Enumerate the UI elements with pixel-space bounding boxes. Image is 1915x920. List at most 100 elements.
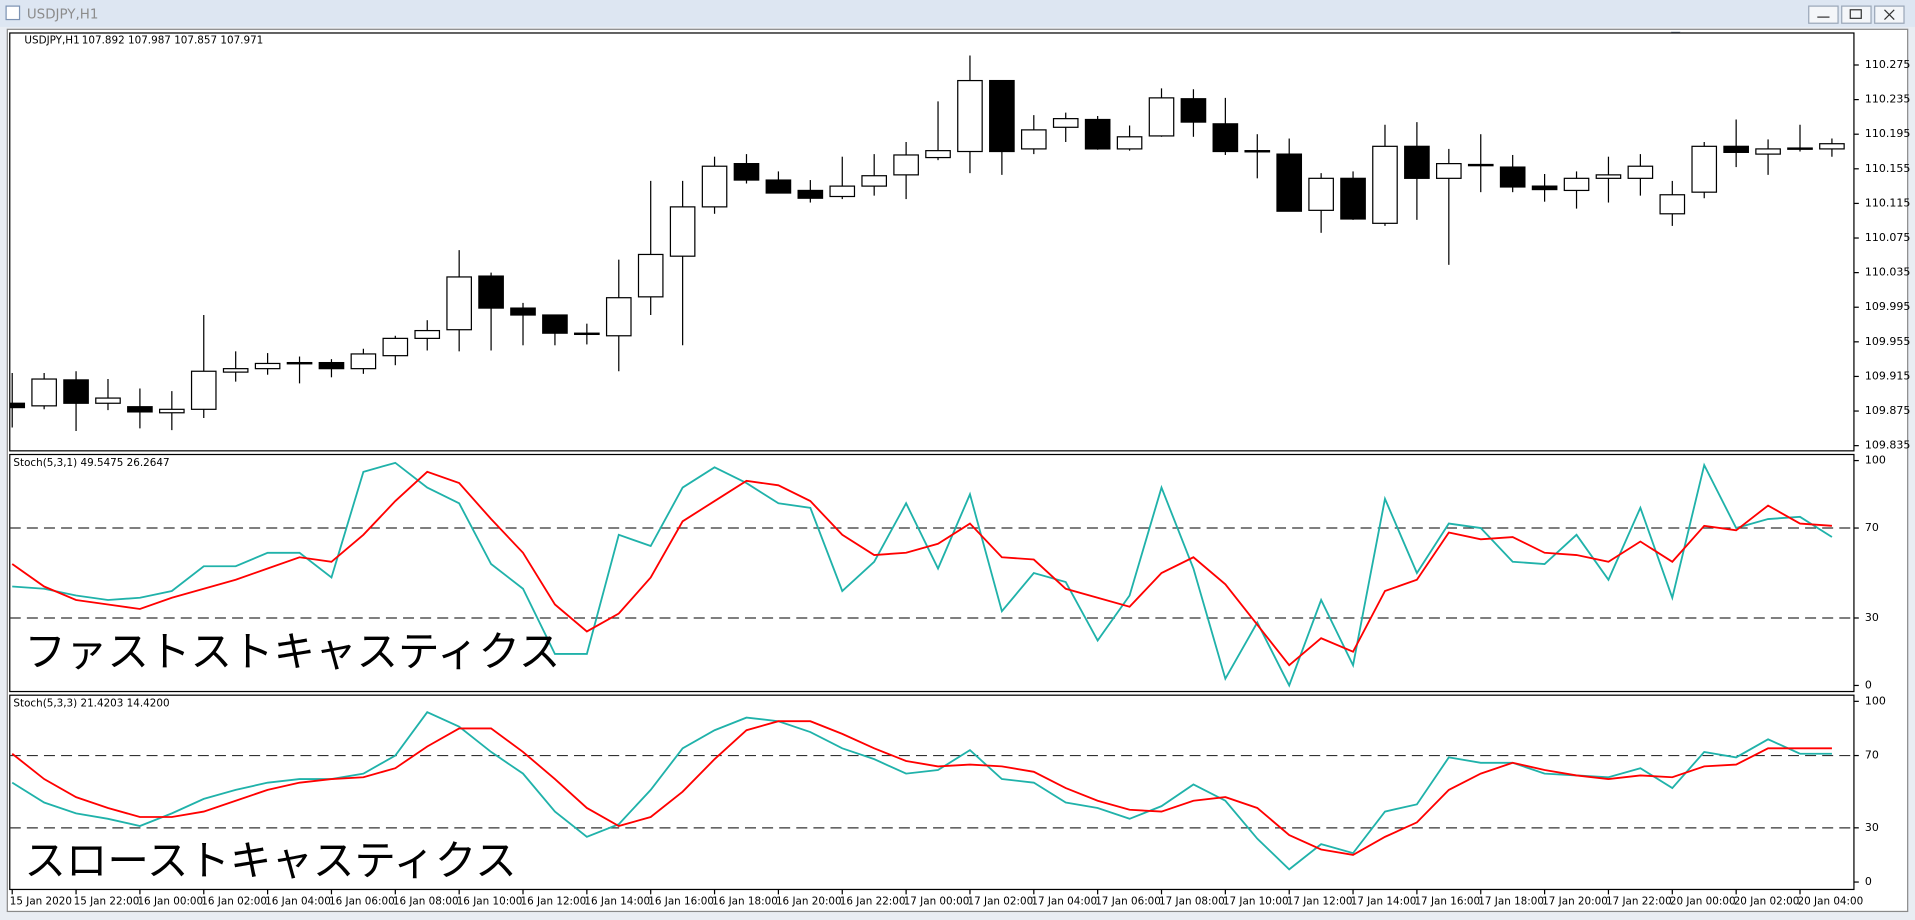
candle-body bbox=[1627, 165, 1654, 179]
window-title: USDJPY,H1 bbox=[27, 8, 99, 23]
candle-body bbox=[95, 397, 121, 404]
candle-body bbox=[1116, 136, 1143, 150]
candle-body bbox=[9, 402, 26, 409]
candle-body bbox=[510, 307, 536, 316]
candle-body bbox=[605, 297, 632, 337]
restore-button[interactable] bbox=[1841, 5, 1872, 24]
x-tick-label: 17 Jan 00:00 bbox=[904, 896, 970, 908]
panel-frame bbox=[9, 694, 1855, 891]
x-tick-label: 16 Jan 08:00 bbox=[393, 896, 459, 908]
candle-body bbox=[893, 154, 919, 176]
candle-body bbox=[222, 368, 249, 373]
y-tick-label: 109.915 bbox=[1865, 369, 1910, 382]
x-tick-label: 16 Jan 10:00 bbox=[457, 896, 523, 908]
x-tick-label: 15 Jan 2020 bbox=[10, 896, 72, 908]
y-tick-label: 110.155 bbox=[1865, 162, 1910, 175]
chart-title: USDJPY,H1 bbox=[24, 34, 79, 46]
minimize-button[interactable] bbox=[1808, 5, 1839, 24]
x-tick-label: 17 Jan 08:00 bbox=[1159, 896, 1225, 908]
y-tick-label: 70 bbox=[1865, 749, 1879, 762]
candle-body bbox=[925, 150, 951, 159]
panel: 0 30 70 100 Stoch(5,3,1) 49.5475 26.2647 ファスト… bbox=[9, 454, 1886, 693]
y-tick-label: 110.115 bbox=[1865, 196, 1910, 209]
y-tick-label: 30 bbox=[1865, 611, 1879, 624]
stochastic-line bbox=[12, 461, 1833, 688]
candle-body bbox=[669, 206, 696, 257]
x-tick-label: 16 Jan 18:00 bbox=[712, 896, 778, 908]
window-icon bbox=[5, 5, 21, 21]
candle-body bbox=[159, 408, 185, 414]
x-tick-label: 20 Jan 00:00 bbox=[1670, 896, 1736, 908]
candle-body bbox=[31, 378, 57, 407]
candle-body bbox=[286, 361, 313, 365]
x-tick-label: 16 Jan 00:00 bbox=[137, 896, 203, 908]
x-tick-label: 17 Jan 14:00 bbox=[1351, 896, 1417, 908]
y-tick-label: 109.875 bbox=[1865, 404, 1910, 417]
candle-body bbox=[1340, 177, 1366, 220]
y-tick-label: 110.075 bbox=[1865, 231, 1910, 244]
x-tick-label: 16 Jan 12:00 bbox=[521, 896, 587, 908]
candle-body bbox=[733, 163, 760, 181]
candle-body bbox=[1787, 147, 1813, 150]
candle-body bbox=[1819, 143, 1845, 150]
y-tick-label: 0 bbox=[1865, 875, 1872, 888]
candle-body bbox=[63, 379, 89, 404]
annotation: ファストストキャスティクス bbox=[24, 627, 560, 676]
x-tick-label: 17 Jan 04:00 bbox=[1031, 896, 1097, 908]
candle-body bbox=[989, 79, 1015, 153]
x-tick-label: 16 Jan 16:00 bbox=[648, 896, 714, 908]
candle-body bbox=[1052, 118, 1079, 128]
x-tick-label: 17 Jan 12:00 bbox=[1287, 896, 1353, 908]
candle-body bbox=[1404, 145, 1430, 179]
y-tick-label: 109.835 bbox=[1865, 439, 1910, 452]
candle-body bbox=[1595, 174, 1622, 179]
y-tick-label: 110.035 bbox=[1865, 266, 1910, 279]
panel: 109.835 109.875 109.915 109.955 109.995 110.0… bbox=[9, 32, 1910, 908]
y-tick-label: 110.195 bbox=[1865, 127, 1910, 140]
window-buttons bbox=[1808, 5, 1905, 24]
x-tick-label: 17 Jan 02:00 bbox=[968, 896, 1034, 908]
x-tick-label: 17 Jan 06:00 bbox=[1095, 896, 1161, 908]
y-tick-label: 109.955 bbox=[1865, 335, 1910, 348]
candle-body bbox=[1755, 148, 1781, 155]
x-tick-label: 17 Jan 16:00 bbox=[1414, 896, 1480, 908]
close-icon bbox=[1884, 9, 1895, 20]
candle-body bbox=[1212, 123, 1239, 153]
annotation: スローストキャスティクス bbox=[24, 836, 516, 885]
x-tick-label: 16 Jan 02:00 bbox=[201, 896, 267, 908]
candle-body bbox=[1467, 163, 1494, 167]
x-tick-label: 16 Jan 14:00 bbox=[584, 896, 650, 908]
candle-body bbox=[1499, 166, 1526, 188]
y-tick-label: 70 bbox=[1865, 521, 1879, 534]
panel: 0 30 70 100 Stoch(5,3,3) 21.4203 14.4200 スロース… bbox=[9, 694, 1886, 891]
x-tick-label: 17 Jan 20:00 bbox=[1542, 896, 1608, 908]
candle-body bbox=[765, 179, 792, 194]
candle-body bbox=[1372, 145, 1398, 224]
candle-body bbox=[350, 353, 377, 370]
candle-body bbox=[446, 276, 472, 331]
candle-body bbox=[1020, 129, 1047, 150]
x-tick-label: 16 Jan 20:00 bbox=[776, 896, 842, 908]
candle-body bbox=[542, 314, 568, 334]
candle-body bbox=[414, 329, 441, 339]
y-tick-label: 0 bbox=[1865, 678, 1872, 691]
x-tick-label: 16 Jan 06:00 bbox=[329, 896, 395, 908]
y-tick-label: 110.235 bbox=[1865, 93, 1910, 106]
candle-body bbox=[190, 370, 217, 410]
stochastic-line bbox=[11, 711, 1832, 871]
candle-body bbox=[1180, 98, 1207, 123]
title-bar bbox=[0, 0, 1915, 27]
candle-body bbox=[701, 165, 728, 208]
candle-body bbox=[957, 79, 983, 153]
chart-subtitle: 107.892 107.987 107.857 107.971 bbox=[82, 34, 263, 46]
candle-body bbox=[829, 185, 856, 198]
candle-body bbox=[478, 275, 504, 309]
candle-body bbox=[254, 362, 281, 370]
candle-body bbox=[797, 189, 824, 199]
candle-body bbox=[1563, 177, 1590, 192]
x-tick-label: 17 Jan 22:00 bbox=[1606, 896, 1672, 908]
stochastic-line bbox=[11, 470, 1832, 667]
candle-body bbox=[1723, 145, 1749, 153]
x-tick-label: 20 Jan 04:00 bbox=[1798, 896, 1864, 908]
